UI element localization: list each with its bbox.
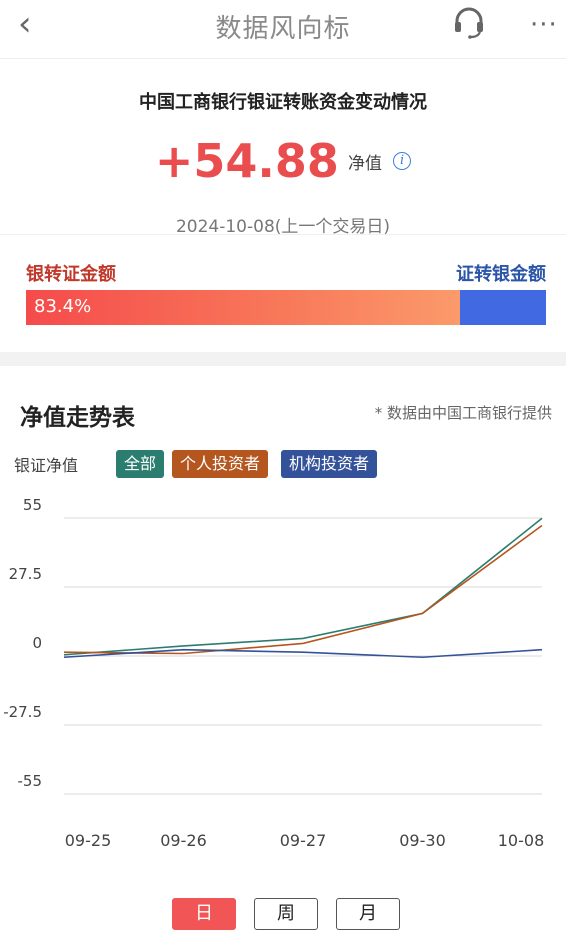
filter-individual-button[interactable]: 个人投资者 <box>172 450 269 478</box>
y-tick-label: 0 <box>32 634 42 652</box>
series-line-1 <box>63 524 543 655</box>
series-label: 银证净值 <box>14 456 79 475</box>
nav-divider <box>0 58 566 59</box>
flow-ratio-bar: 83.4% <box>26 290 546 325</box>
series-line-0 <box>63 517 543 656</box>
net-label: 净值 <box>348 153 383 174</box>
period-month-button[interactable]: 月 <box>336 898 400 930</box>
x-tick-label: 09-26 <box>160 831 207 850</box>
source-note: * 数据由中国工商银行提供 <box>374 404 552 422</box>
y-tick-label: -27.5 <box>3 703 42 721</box>
bank-to-securities-fill <box>26 290 460 325</box>
info-icon[interactable]: i <box>393 152 412 170</box>
headset-icon[interactable] <box>452 6 486 40</box>
bank-to-securities-label: 银转证金额 <box>26 264 116 285</box>
series-line-2 <box>63 648 543 659</box>
x-tick-label: 10-08 <box>498 831 545 850</box>
net-value: +54.88 <box>154 134 339 188</box>
y-tick-label: 27.5 <box>9 565 42 583</box>
x-tick-label: 09-25 <box>65 831 112 850</box>
x-tick-label: 09-27 <box>280 831 327 850</box>
securities-to-bank-label: 证转银金额 <box>456 264 546 285</box>
section-gap <box>0 352 566 366</box>
period-week-button[interactable]: 周 <box>254 898 318 930</box>
more-icon[interactable]: ··· <box>530 10 558 40</box>
trade-date: 2024-10-08(上一个交易日) <box>175 217 391 237</box>
period-day-button[interactable]: 日 <box>172 898 236 930</box>
y-tick-label: -55 <box>18 772 43 790</box>
page-title: 数据风向标 <box>215 14 351 44</box>
divider <box>0 234 566 235</box>
back-icon[interactable]: ‹ <box>18 4 32 44</box>
nav-bar: ‹ 数据风向标 ··· <box>0 0 566 50</box>
filter-institution-button[interactable]: 机构投资者 <box>281 450 378 478</box>
trend-title: 净值走势表 <box>20 405 135 431</box>
summary-title: 中国工商银行银证转账资金变动情况 <box>139 92 427 113</box>
y-tick-label: 55 <box>23 496 42 514</box>
filter-all-button[interactable]: 全部 <box>116 450 165 478</box>
net-value-line-chart: 55 27.5 0 -27.5 -55 09-25 09-26 09-27 09-30 10-08 <box>3 496 545 850</box>
bank-to-securities-percent: 83.4% <box>34 296 92 317</box>
x-tick-label: 09-30 <box>399 831 446 850</box>
net-value-row: +54.88 净值 i <box>0 134 566 188</box>
